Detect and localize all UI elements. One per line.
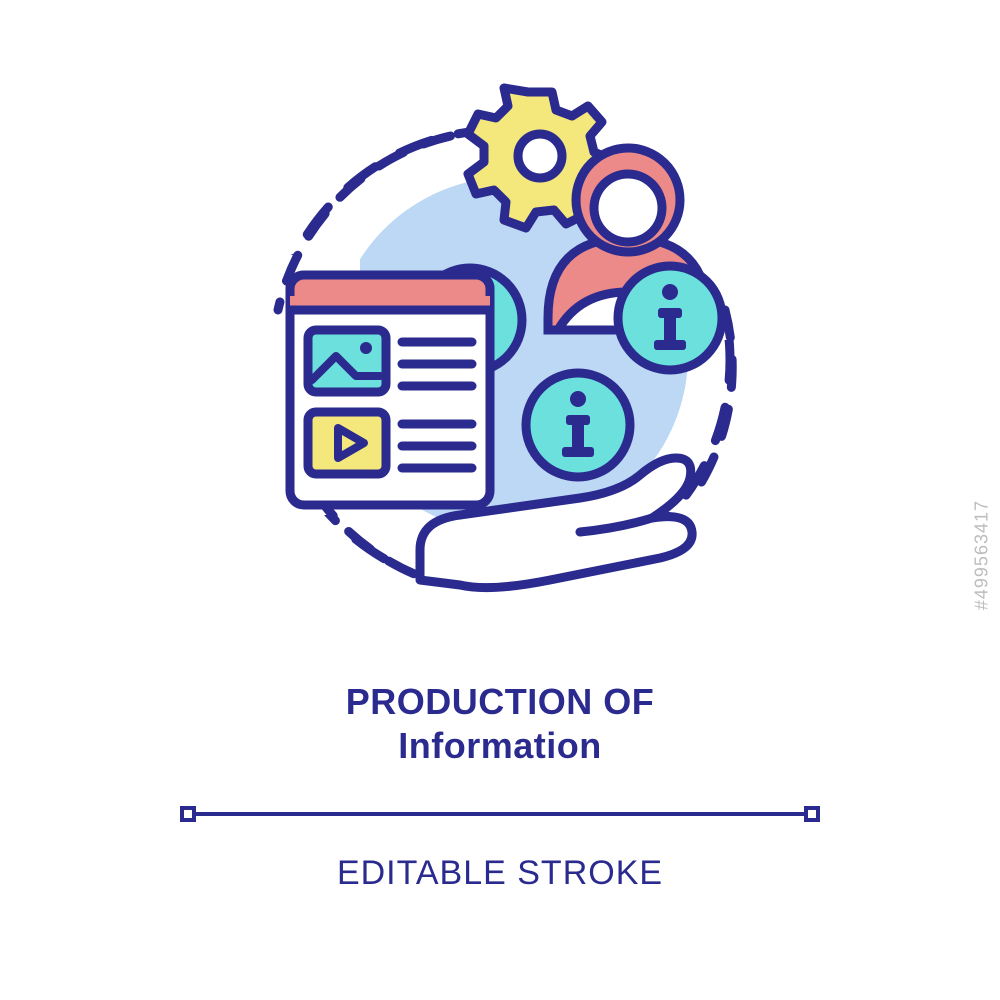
illustration-svg	[220, 80, 780, 640]
browser-window-icon	[290, 275, 490, 505]
divider	[180, 806, 820, 822]
watermark: #499563417	[972, 500, 993, 610]
title-line-1: PRODUCTION OF	[346, 680, 655, 724]
info-badge-bottom	[526, 373, 630, 477]
divider-end-right	[804, 806, 820, 822]
title-block: PRODUCTION OF Information	[346, 680, 655, 768]
concept-illustration	[220, 80, 780, 640]
divider-end-left	[180, 806, 196, 822]
subtitle: EDITABLE STROKE	[337, 854, 663, 893]
title-line-2: Information	[346, 724, 655, 768]
divider-line	[196, 812, 804, 816]
info-badge-right	[618, 266, 722, 370]
